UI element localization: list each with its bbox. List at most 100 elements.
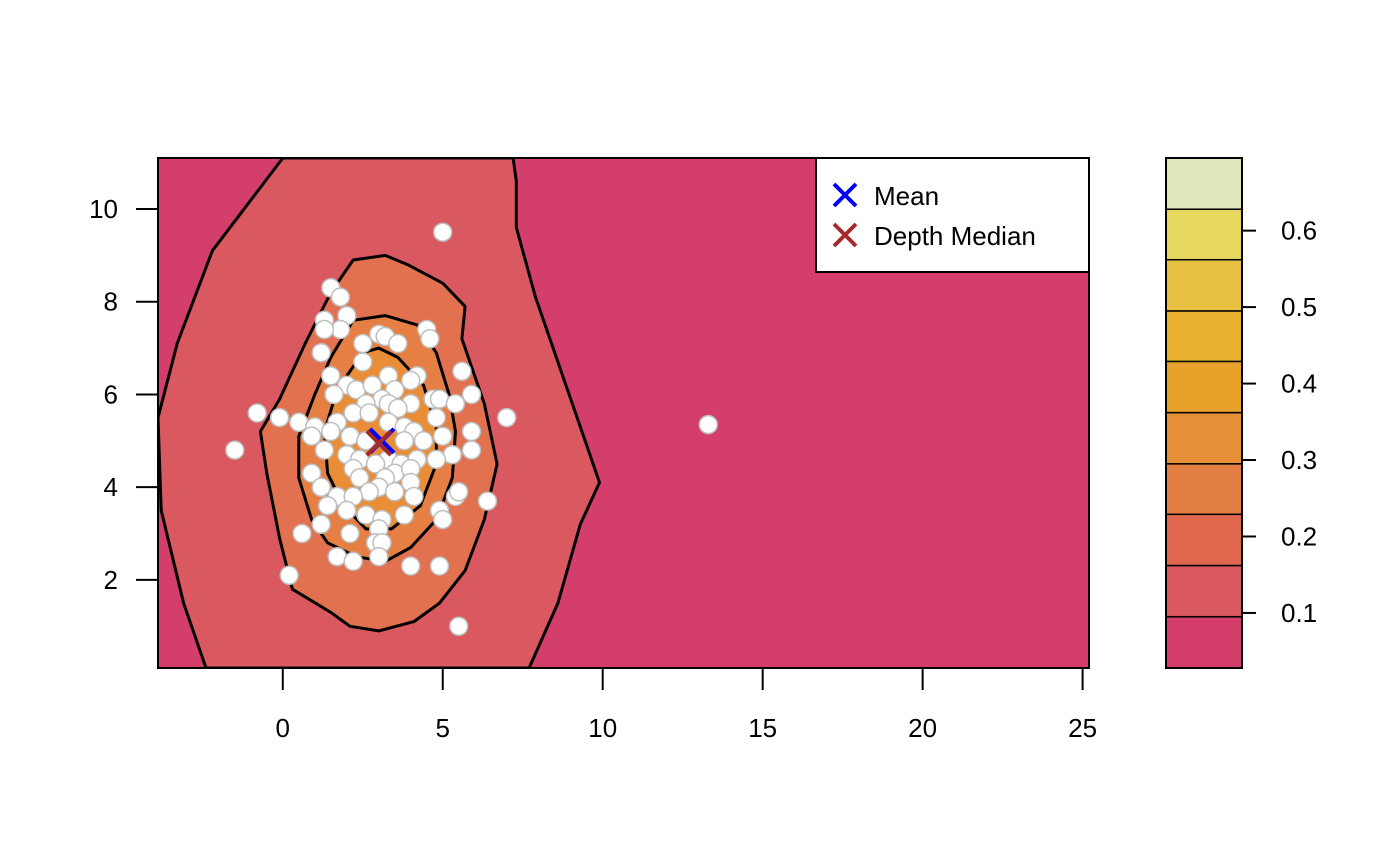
y-tick-label: 8 <box>104 287 118 317</box>
colorbar-axis: 0.1 0.2 0.3 0.4 0.5 0.6 <box>1242 216 1317 628</box>
data-point <box>394 505 415 525</box>
colorbar-tick-label: 0.2 <box>1281 521 1317 551</box>
data-point <box>698 414 719 435</box>
colorbar-band <box>1165 157 1243 210</box>
data-point <box>429 556 450 576</box>
data-point <box>400 370 421 391</box>
colorbar-band <box>1165 463 1243 516</box>
x-tick-label: 5 <box>436 713 450 743</box>
data-point <box>225 440 245 460</box>
data-point <box>301 426 322 446</box>
data-point <box>496 407 517 428</box>
data-point <box>301 463 322 484</box>
x-tick-label: 25 <box>1068 713 1097 743</box>
data-point <box>461 384 482 405</box>
colorbar-tick-label: 0.1 <box>1281 598 1317 628</box>
data-point <box>279 565 299 586</box>
data-point <box>321 366 341 386</box>
legend: Mean Depth Median <box>815 157 1090 273</box>
data-point <box>314 319 335 340</box>
data-point <box>413 431 434 451</box>
scatter-layer <box>225 222 719 637</box>
data-point <box>388 333 408 354</box>
data-point <box>477 491 498 511</box>
data-point <box>330 287 351 307</box>
data-point <box>432 509 453 530</box>
data-point <box>311 514 331 535</box>
legend-box <box>815 157 1090 273</box>
data-point <box>426 407 447 428</box>
legend-mean-marker <box>832 182 858 208</box>
colorbar-band <box>1165 360 1243 414</box>
colorbar-band <box>1165 513 1243 567</box>
data-point <box>311 477 331 497</box>
y-tick-label: 2 <box>104 565 118 595</box>
data-point <box>356 505 376 525</box>
data-point <box>359 403 379 423</box>
colorbar-band <box>1165 616 1243 669</box>
x-tick-label: 20 <box>908 713 937 743</box>
colorbar-frame <box>1165 157 1243 669</box>
data-point <box>314 440 335 460</box>
x-axis: 0 5 10 15 20 25 <box>276 667 1097 743</box>
colorbar-tick-label: 0.3 <box>1281 445 1317 475</box>
data-point <box>359 482 379 502</box>
data-point <box>327 546 347 567</box>
depth-median-marker <box>365 429 393 457</box>
data-point <box>324 384 344 405</box>
y-tick-label: 10 <box>89 194 118 224</box>
colorbar-tick-label: 0.5 <box>1281 292 1317 322</box>
colorbar-band <box>1165 564 1243 618</box>
data-point <box>317 495 338 516</box>
data-point <box>429 389 450 409</box>
x-tick-label: 15 <box>748 713 777 743</box>
data-point <box>292 523 312 544</box>
data-point <box>461 440 482 460</box>
colorbar-tick-label: 0.6 <box>1281 216 1317 246</box>
y-tick-label: 4 <box>104 472 118 502</box>
data-point <box>461 421 482 442</box>
data-point <box>340 426 360 446</box>
data-point <box>369 546 389 567</box>
data-point <box>432 426 453 446</box>
x-tick-label: 0 <box>276 713 290 743</box>
data-point <box>289 412 309 433</box>
center-markers <box>365 427 396 457</box>
colorbar-band <box>1165 258 1243 312</box>
colorbar-band <box>1165 208 1243 261</box>
data-point <box>340 523 360 544</box>
data-point <box>448 616 469 637</box>
data-point <box>353 352 373 372</box>
data-point <box>349 468 370 488</box>
y-tick-label: 6 <box>104 379 118 409</box>
data-point <box>362 375 383 395</box>
data-point <box>432 222 453 242</box>
colorbar-tick-label: 0.4 <box>1281 369 1317 399</box>
data-point <box>400 556 421 576</box>
x-tick-label: 10 <box>588 713 617 743</box>
data-point <box>365 454 386 474</box>
colorbar-band <box>1165 310 1243 363</box>
colorbar-band <box>1165 411 1243 465</box>
data-point <box>445 393 466 414</box>
data-point <box>448 482 469 502</box>
data-point <box>388 398 408 419</box>
data-point <box>353 333 373 354</box>
legend-label-depth-median: Depth Median <box>874 221 1036 251</box>
legend-median-marker <box>832 222 858 248</box>
y-axis: 2 4 6 8 10 <box>89 194 159 595</box>
data-point <box>337 500 357 521</box>
data-point <box>247 403 267 423</box>
data-point <box>442 444 463 465</box>
legend-label-mean: Mean <box>874 181 939 211</box>
data-point <box>426 449 447 470</box>
data-point <box>269 407 290 428</box>
data-point <box>404 486 424 507</box>
data-point <box>321 421 341 442</box>
data-point <box>311 342 331 363</box>
data-point <box>394 431 415 451</box>
data-point <box>384 482 405 502</box>
data-point <box>452 361 472 382</box>
colorbar: 0.1 0.2 0.3 0.4 0.5 0.6 <box>1165 157 1317 669</box>
